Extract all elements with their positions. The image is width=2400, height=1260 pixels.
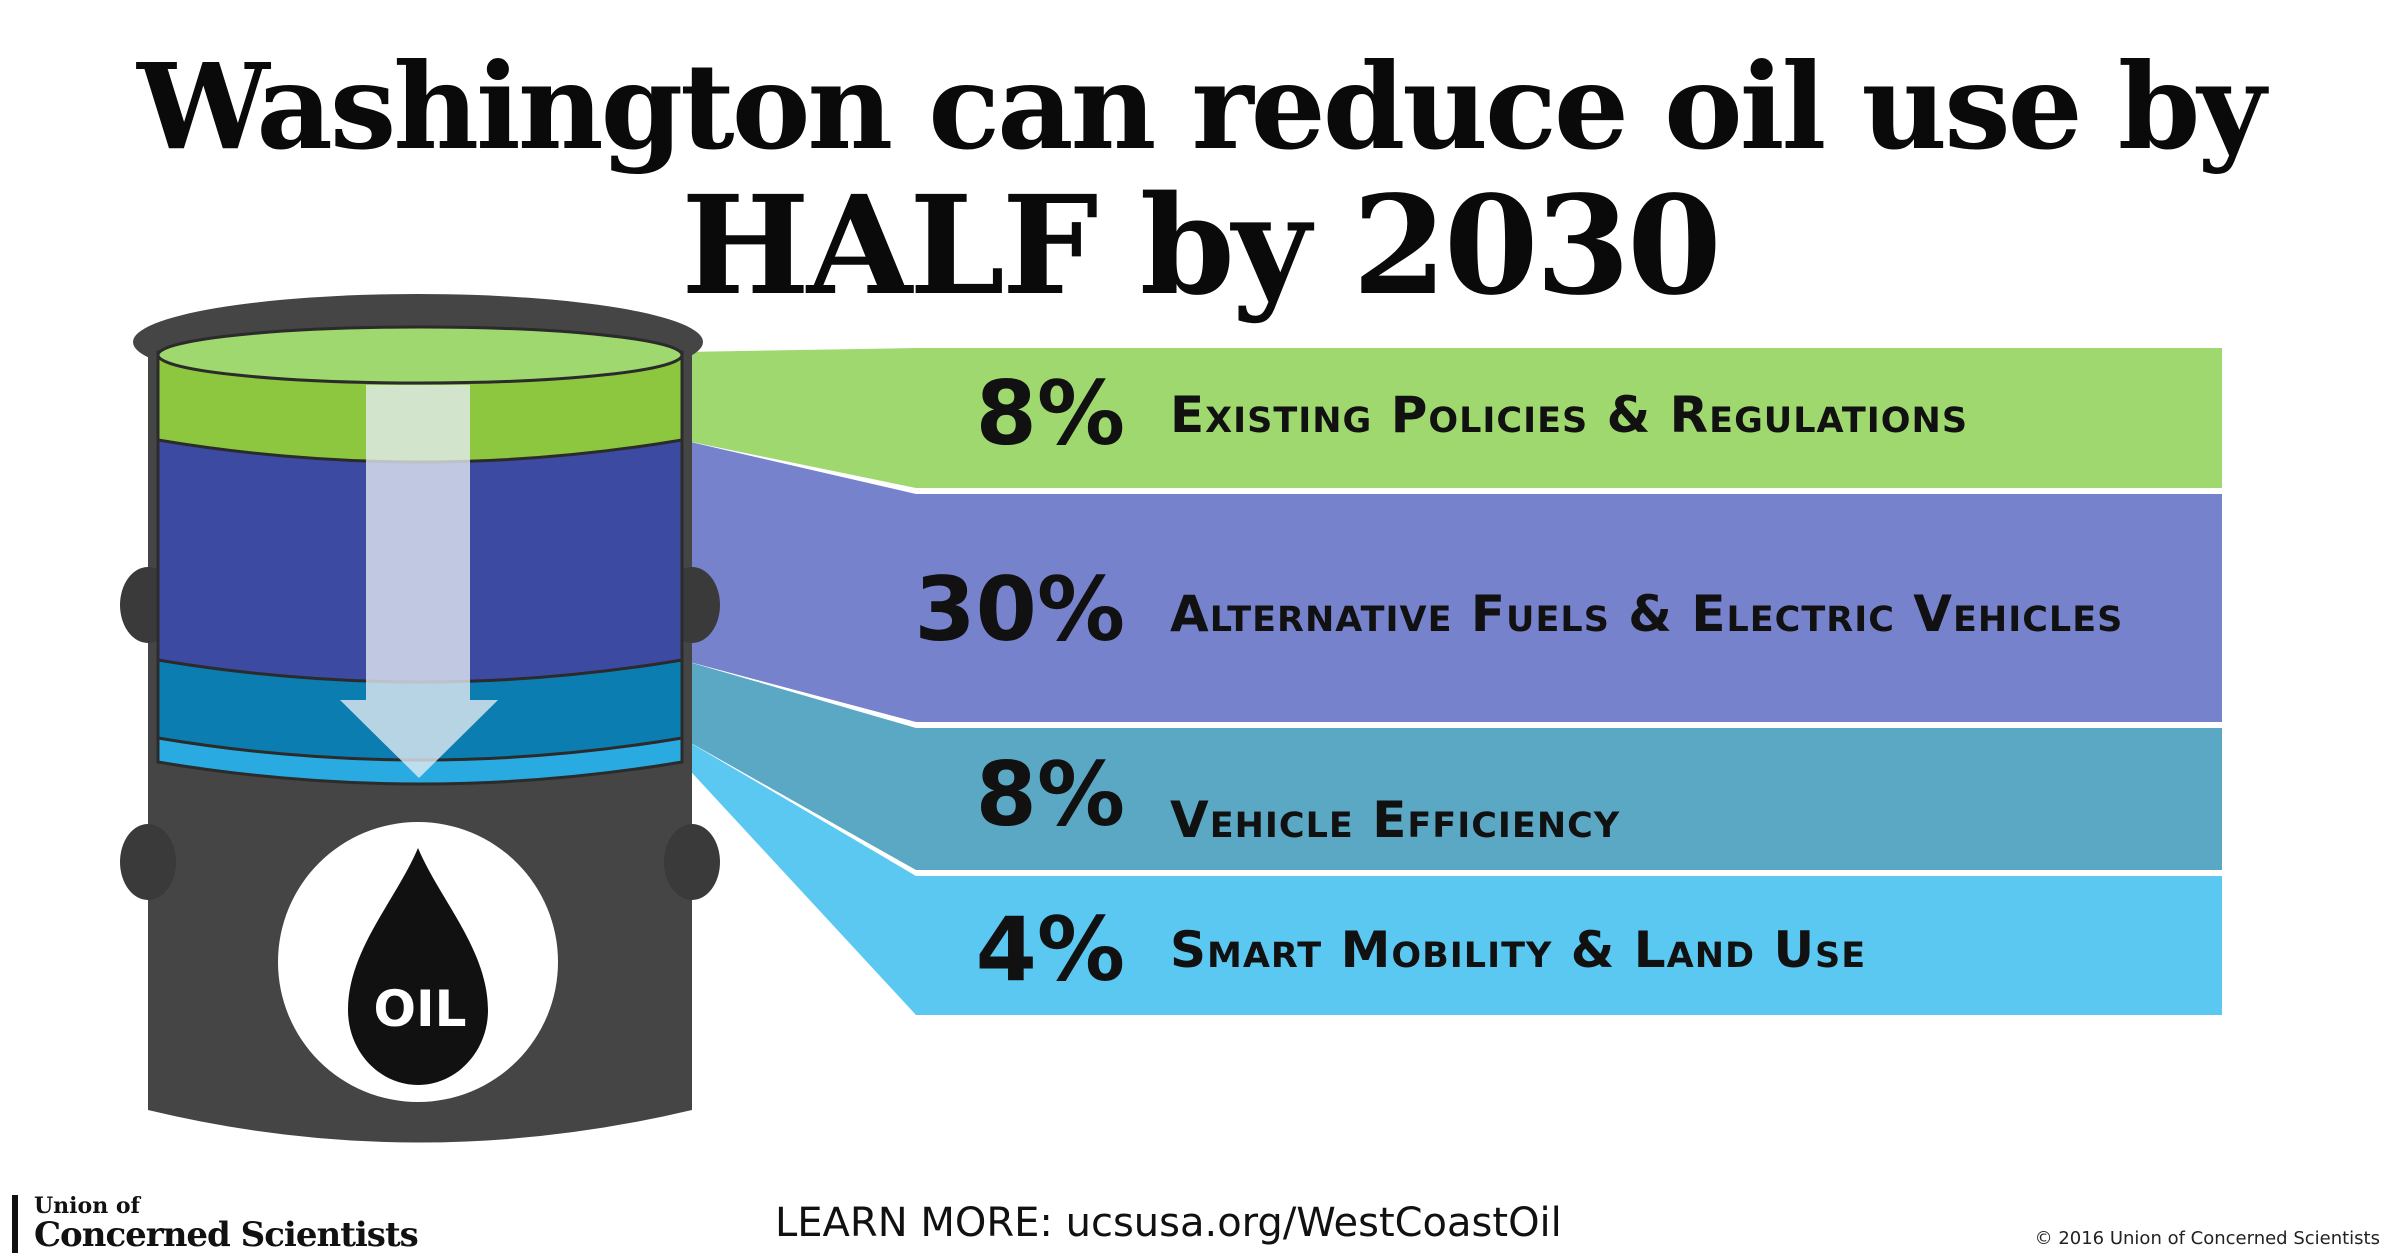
copyright-text: © 2016 Union of Concerned Scientists [2034,1228,2380,1249]
title-line-2: HALF by 2030 [681,166,1722,326]
oil-drop-icon [348,848,488,1085]
logo-big-text: Concerned Scientists [34,1215,419,1255]
oil-barrel [120,294,720,1143]
funnel-2 [682,440,916,722]
barrel-hoop-left-lower [120,824,176,900]
barrel-hoop-right-lower [664,824,720,900]
value-label-3: 8% [975,743,1125,846]
category-label-1: Existing Policies & Regulations [1170,386,1969,444]
funnel-3 [682,660,916,870]
funnel-4 [682,738,916,1015]
logo-small-text: Union of [34,1193,141,1219]
barrel-oil-label: OIL [373,980,467,1038]
category-label-3: Vehicle Efficiency [1170,791,1621,849]
bar-4 [916,876,2222,1015]
learn-more-link[interactable]: LEARN MORE: ucsusa.org/WestCoastOil [775,1200,1562,1246]
title-line-1: Washington can reduce oil use by [137,37,2266,176]
down-arrow-icon [340,385,498,778]
funnel-1 [682,348,916,488]
barrel-top-surface [156,325,684,385]
value-label-2: 30% [914,558,1125,661]
bar-3 [916,728,2222,870]
bar-1 [916,348,2222,488]
ucs-logo: Union of Concerned Scientists [12,1193,419,1255]
category-label-2: Alternative Fuels & Electric Vehicles [1170,585,2124,643]
value-label-1: 8% [975,362,1125,465]
category-label-4: Smart Mobility & Land Use [1170,921,1867,979]
value-label-4: 4% [975,898,1125,1001]
bar-2 [916,494,2222,722]
